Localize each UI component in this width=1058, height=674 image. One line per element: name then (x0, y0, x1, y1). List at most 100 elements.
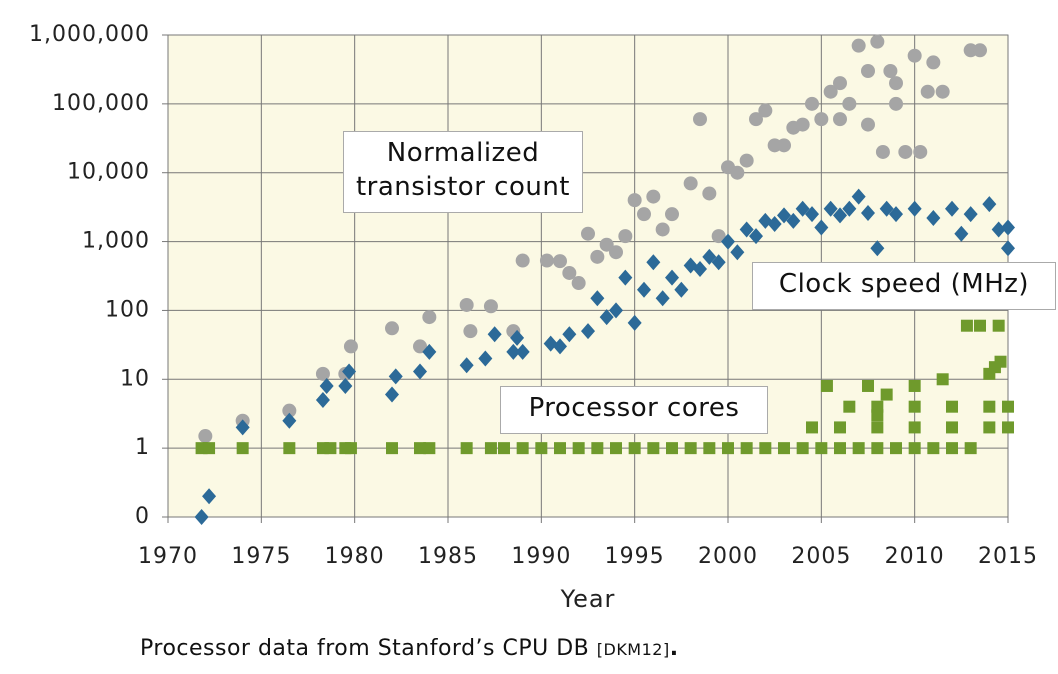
point (684, 442, 697, 455)
point (599, 309, 614, 326)
footnote-text: Processor data from Stanford’s CPU DB (140, 636, 590, 661)
x-tick-label: 1995 (605, 544, 665, 569)
point (920, 84, 935, 99)
point (515, 253, 530, 268)
point (343, 339, 358, 354)
point (1001, 219, 1015, 236)
point (194, 509, 209, 525)
point (758, 103, 773, 118)
point (711, 254, 726, 271)
point (983, 400, 996, 413)
point (203, 442, 216, 455)
point (833, 76, 847, 91)
point (627, 314, 642, 331)
point (749, 112, 763, 127)
point (908, 442, 921, 455)
y-tick-label: 100 (105, 297, 150, 322)
point (553, 338, 567, 355)
point (571, 276, 586, 291)
point (282, 403, 297, 418)
point (283, 442, 296, 455)
point (875, 144, 890, 159)
point (889, 76, 903, 91)
point (478, 350, 493, 367)
point (702, 186, 717, 201)
point (487, 326, 502, 343)
point (535, 442, 548, 455)
point (889, 206, 903, 223)
point (994, 355, 1007, 368)
x-tick-label: 1980 (325, 544, 385, 569)
point (730, 165, 745, 180)
point (852, 442, 865, 455)
point (459, 297, 474, 312)
point (834, 442, 846, 455)
point (498, 442, 510, 455)
point (963, 206, 978, 223)
point (834, 421, 846, 434)
point (236, 442, 249, 455)
point (413, 339, 427, 354)
point (815, 442, 828, 455)
point (814, 112, 829, 127)
point (927, 442, 940, 455)
point (842, 96, 857, 111)
point (647, 442, 660, 455)
point (562, 265, 577, 280)
point (908, 379, 921, 392)
point (666, 442, 678, 455)
point (898, 144, 913, 159)
annotation: Processor cores (500, 386, 768, 434)
point (386, 442, 398, 455)
point (880, 388, 893, 401)
point (964, 442, 977, 455)
point (759, 442, 772, 455)
point (814, 219, 829, 236)
point (609, 245, 623, 260)
point (324, 442, 337, 455)
point (562, 326, 577, 343)
point (992, 319, 1005, 332)
point (459, 357, 474, 374)
point (711, 229, 726, 244)
point (646, 254, 661, 271)
point (581, 323, 595, 340)
point (778, 442, 790, 455)
y-tick-label: 1,000,000 (29, 22, 150, 47)
point (777, 138, 791, 153)
x-tick-label: 1990 (511, 544, 571, 569)
point (795, 200, 810, 217)
point (693, 112, 707, 127)
point (926, 209, 941, 226)
point (599, 237, 614, 252)
point (861, 64, 875, 79)
point (655, 222, 670, 237)
point (991, 221, 1006, 238)
x-tick-label: 1985 (418, 544, 478, 569)
point (484, 442, 497, 455)
point (740, 442, 753, 455)
point (385, 386, 399, 403)
point (960, 319, 973, 332)
point (907, 200, 922, 217)
point (342, 363, 357, 380)
point (460, 442, 473, 455)
point (422, 343, 437, 360)
point (890, 442, 902, 455)
point (786, 212, 801, 229)
point (319, 377, 334, 394)
point (554, 442, 566, 455)
point (870, 34, 885, 49)
point (422, 310, 437, 325)
point (879, 200, 894, 217)
point (861, 204, 875, 221)
point (483, 299, 498, 314)
point (553, 254, 567, 269)
point (749, 228, 763, 245)
point (702, 248, 717, 265)
point (946, 442, 958, 455)
point (871, 409, 884, 422)
y-tick-label: 10,000 (67, 160, 150, 185)
point (315, 392, 330, 409)
